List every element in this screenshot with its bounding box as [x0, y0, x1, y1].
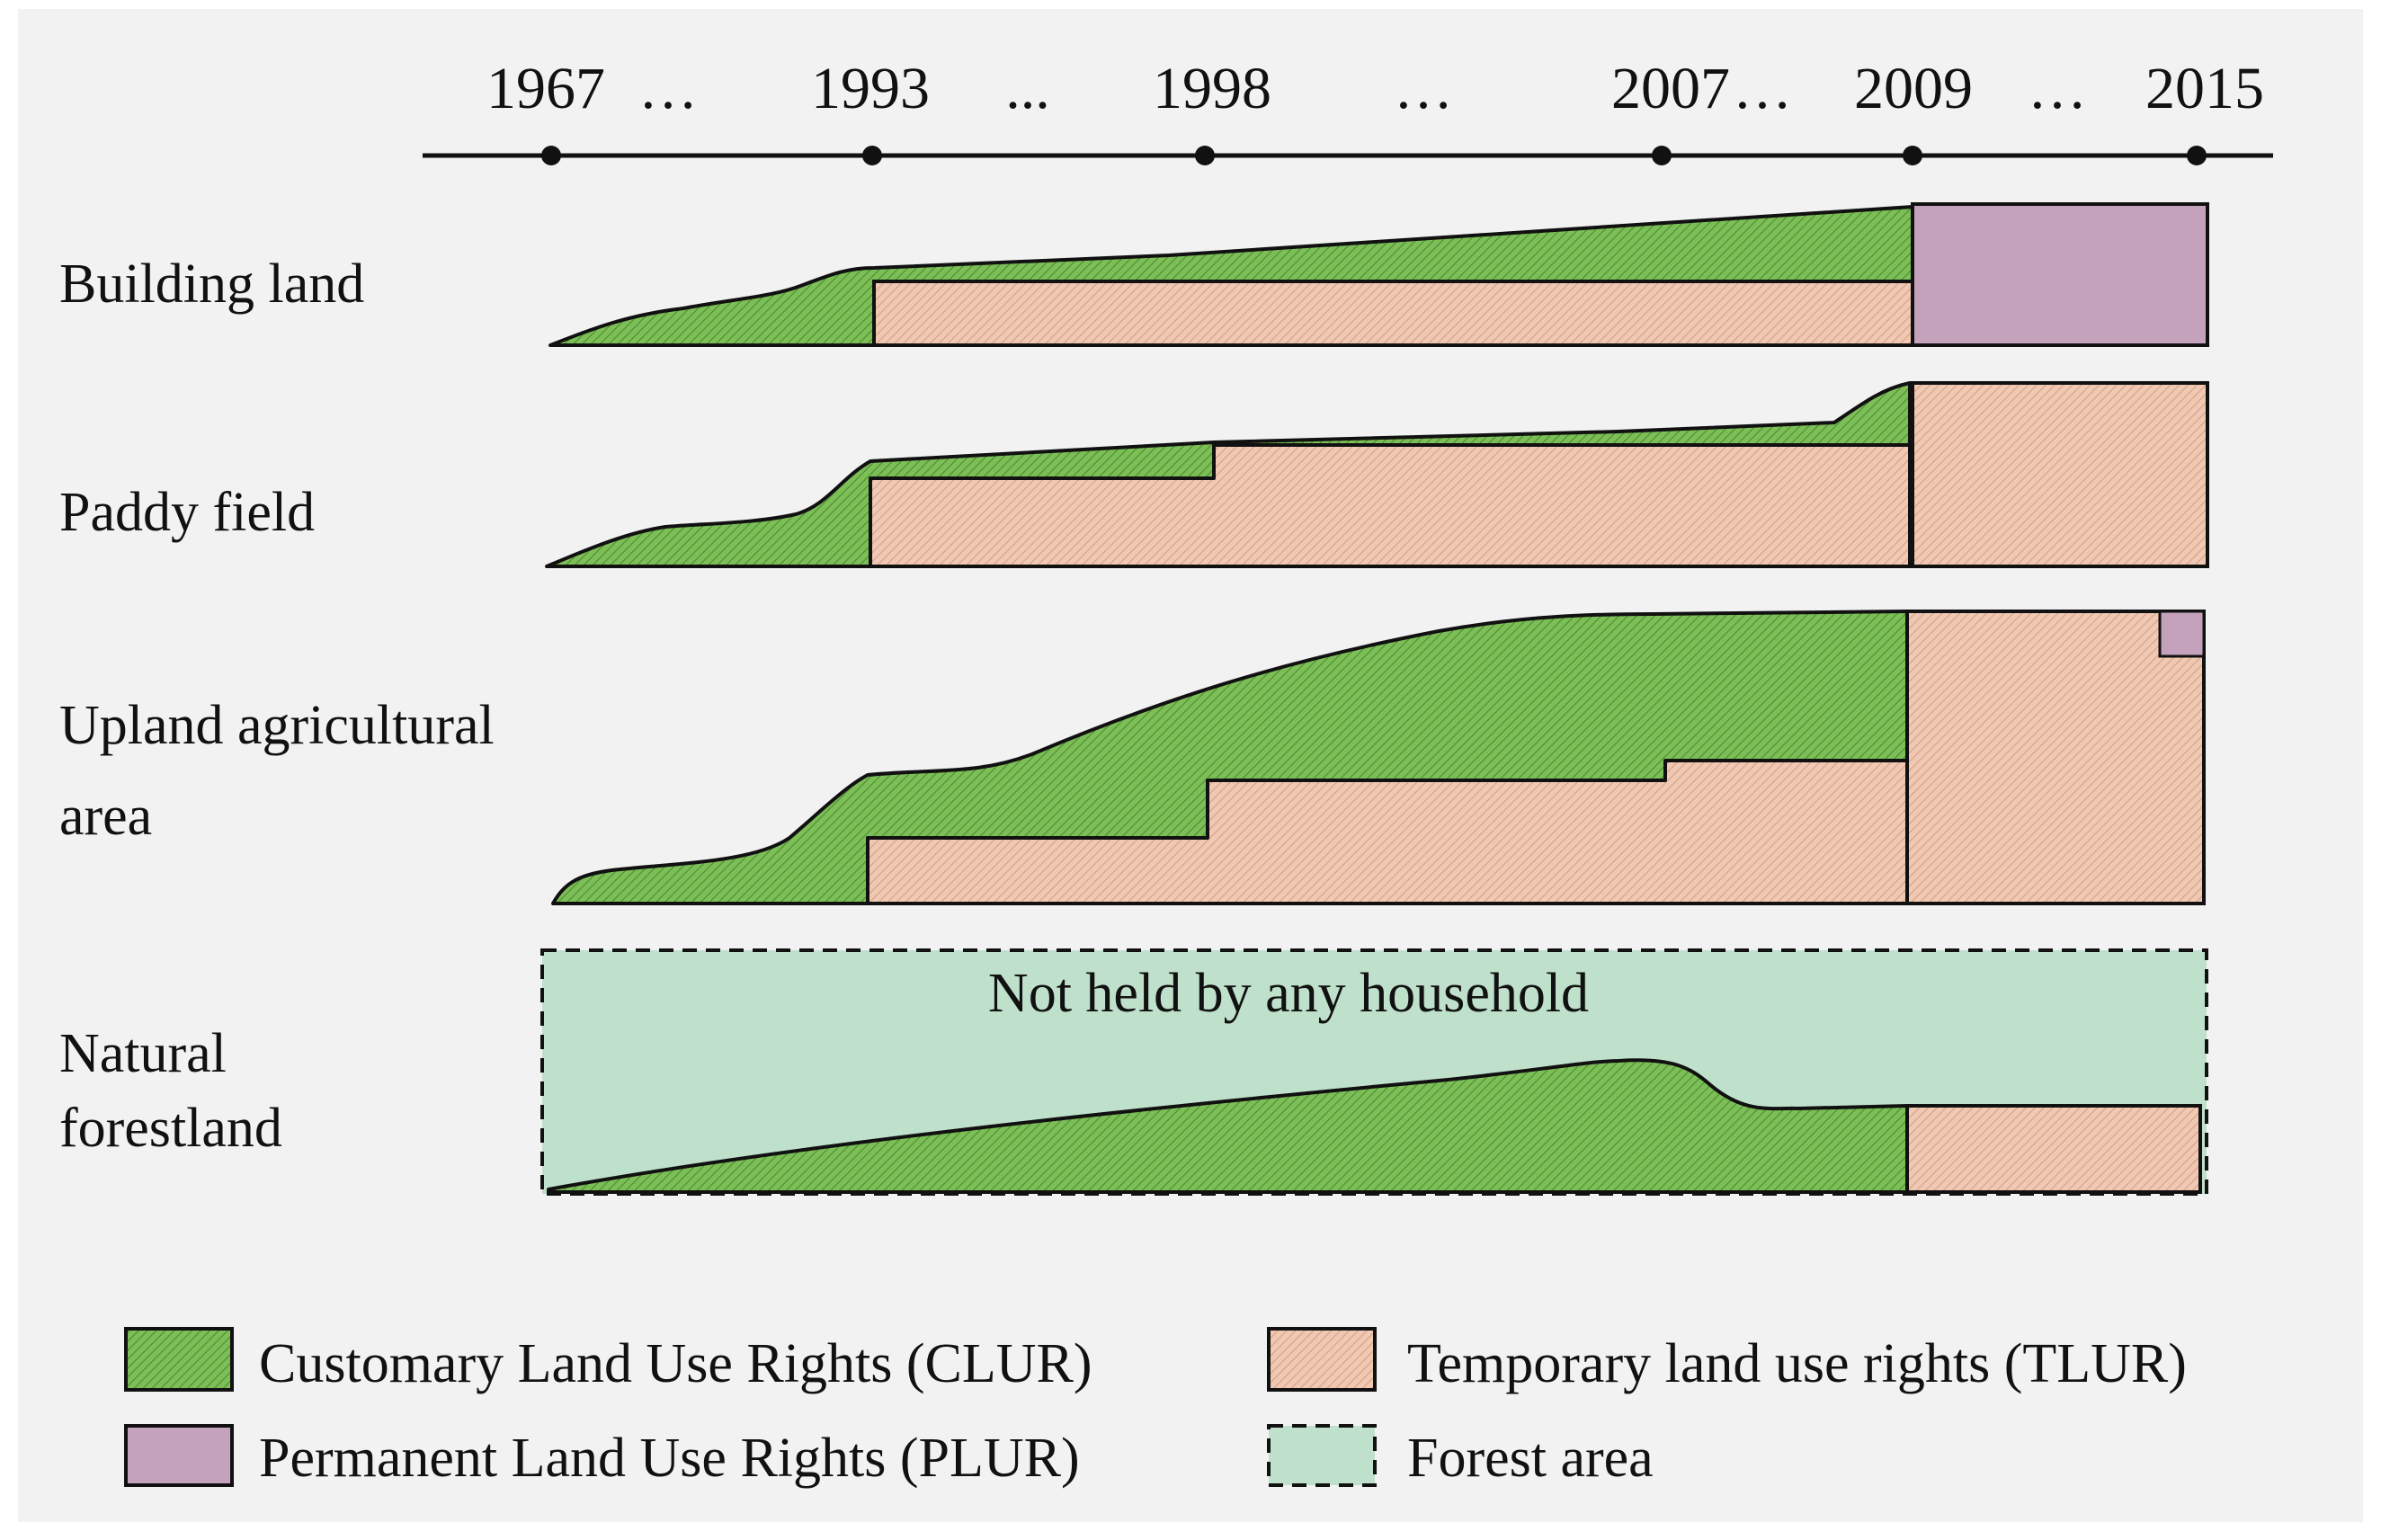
- timeline-label-1998: 1998: [1153, 56, 1271, 121]
- timeline-dot-1993: [862, 146, 882, 165]
- legend-label-forest: Forest area: [1407, 1428, 1654, 1489]
- legend: Customary Land Use Rights (CLUR) Tempora…: [124, 1327, 2187, 1489]
- legend-label-clur: Customary Land Use Rights (CLUR): [259, 1333, 1092, 1394]
- timeline-dot-2009: [1903, 146, 1922, 165]
- timeline: 1967 … 1993 ... 1998 … 2007 … 2009 … 201…: [423, 56, 2273, 165]
- legend-swatch-plur: [124, 1424, 234, 1487]
- building-plur-area: [1911, 202, 2209, 347]
- timeline-label-2009: 2009: [1854, 56, 1973, 121]
- upland-plur-area: [2158, 610, 2206, 658]
- timeline-label-1967: 1967: [486, 56, 605, 121]
- timeline-label-2007: 2007: [1611, 56, 1730, 121]
- legend-label-plur: Permanent Land Use Rights (PLUR): [259, 1428, 1080, 1489]
- forest-clur-area: [547, 1058, 1909, 1194]
- paddy-tlur-area: [869, 443, 1912, 568]
- timeline-dot-2015: [2187, 146, 2207, 165]
- forest-row: Not held by any household: [540, 948, 2208, 1196]
- paddy-field-row: [545, 381, 2209, 568]
- timeline-ellipsis-4: …: [1733, 56, 1792, 121]
- timeline-ellipsis-3: …: [1394, 56, 1453, 121]
- timeline-ellipsis-2: ...: [1005, 56, 1050, 121]
- legend-swatch-clur: [124, 1327, 234, 1392]
- timeline-label-2015: 2015: [2145, 56, 2264, 121]
- timeline-dot-2007: [1652, 146, 1672, 165]
- row-label-building-land: Building land: [59, 254, 364, 315]
- timeline-label-1993: 1993: [811, 56, 930, 121]
- upland-row: [551, 610, 2206, 905]
- row-label-forest-line1: Natural: [59, 1023, 227, 1084]
- legend-swatch-forest: [1267, 1424, 1377, 1487]
- building-land-row: [548, 202, 2209, 347]
- upland-tlur-post-2009: [1905, 610, 2206, 905]
- timeline-ellipsis-5: …: [2028, 56, 2087, 121]
- forest-tlur-area: [1905, 1104, 2202, 1194]
- legend-swatch-tlur: [1267, 1327, 1377, 1392]
- not-held-label: Not held by any household: [988, 963, 1589, 1024]
- timeline-dot-1967: [541, 146, 561, 165]
- upland-tlur-area: [866, 759, 1909, 905]
- timeline-dot-1998: [1195, 146, 1215, 165]
- paddy-tlur-post-2009: [1911, 381, 2209, 568]
- row-label-forest-line2: forestland: [59, 1098, 282, 1159]
- legend-label-tlur: Temporary land use rights (TLUR): [1407, 1333, 2187, 1394]
- timeline-ellipsis-1: …: [638, 56, 698, 121]
- row-label-upland-line2: area: [59, 786, 152, 847]
- row-label-upland-line1: Upland agricultural: [59, 695, 495, 756]
- building-tlur-area: [872, 280, 1914, 347]
- row-label-paddy-field: Paddy field: [59, 482, 315, 543]
